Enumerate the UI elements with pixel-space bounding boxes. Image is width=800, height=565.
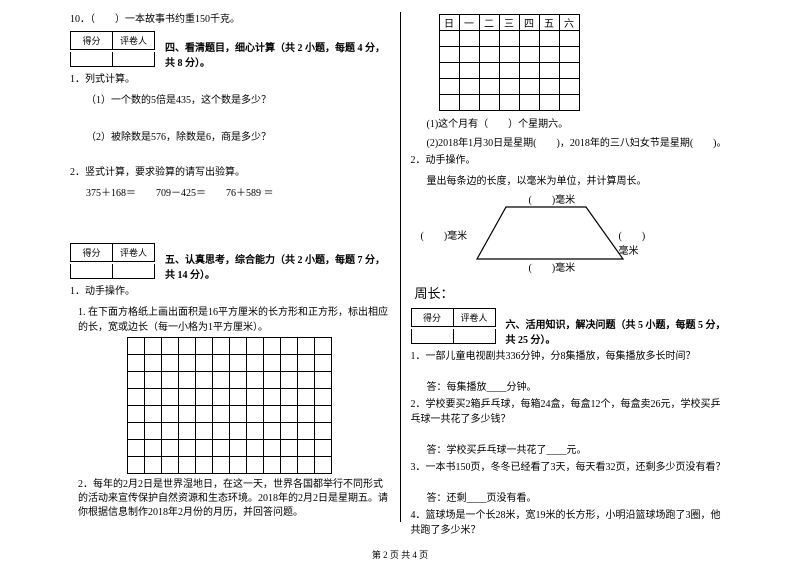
expr2: 709－425＝ <box>156 184 206 199</box>
sec4-q1b: （2）被除数是576，除数是6，商是多少？ <box>86 128 390 143</box>
score-box: 得分 评卷人 <box>411 308 496 327</box>
right-column: 日一二三四五六 (1)这个月有（ ）个星期六。 (2)2018年1月30日是星期… <box>401 12 741 522</box>
sec6-q1: 1．一部儿童电视剧共336分钟，分8集播放，每集播放多长时间？ <box>411 349 731 364</box>
sec6-q2: 2．学校要买2箱乒乓球，每箱24盒，每盒12个，每盒卖26元，学校买乒乓球一共花… <box>411 397 731 427</box>
calendar-qb: (2)2018年1月30日是星期( )，2018年的三八妇女节是星期( )。 <box>427 134 731 149</box>
sec4-q1a: （1）一个数的5倍是435，这个数是多少？ <box>86 91 390 106</box>
sec4-exprs: 375＋168＝ 709－425＝ 76＋589 ＝ <box>86 184 390 199</box>
trap-bottom-label: ( )毫米 <box>529 259 576 274</box>
left-column: 10．（ ）一本故事书约重150千克。 得分 评卷人 四、看清题目，细心计算（共… <box>60 12 401 522</box>
grader-label: 评卷人 <box>454 309 495 326</box>
grid-paper <box>127 337 332 474</box>
sec6-q3: 3．一本书150页，冬冬已经看了3天，每天看32页，还剩多少页没有看？ <box>411 460 731 475</box>
score-label: 得分 <box>71 32 113 49</box>
q10: 10．（ ）一本故事书约重150千克。 <box>70 12 390 27</box>
sec4-q2: 2．竖式计算，要求验算的请写出验算。 <box>70 165 390 180</box>
page-footer: 第 2 页 共 4 页 <box>0 548 800 561</box>
sec5-q1-desc: 1. 在下面方格纸上画出面积是16平方厘米的长方形和正方形，标出相应的长，宽或边… <box>78 303 390 333</box>
trap-right-label: ( )毫米 <box>619 227 651 257</box>
score-box: 得分 评卷人 <box>70 31 155 50</box>
calendar-grid: 日一二三四五六 <box>439 14 580 111</box>
sec4-q1: 1．列式计算。 <box>70 72 390 87</box>
sec5-q2-desc: 2．每年的2月2日是世界湿地日，在这一天，世界各国都举行不同形式的活动来宣传保护… <box>78 478 390 520</box>
section5-header: 得分 评卷人 五、认真思考，综合能力（共 2 小题，每题 7 分，共 14 分）… <box>70 243 390 281</box>
perimeter-label: 周长： <box>415 283 731 302</box>
section4-title: 四、看清题目，细心计算（共 2 小题，每题 4 分，共 8 分）。 <box>165 39 390 69</box>
trap-q: 2．动手操作。 <box>411 153 731 168</box>
score-label: 得分 <box>71 244 113 261</box>
sec6-a1: 答：每集播放____分钟。 <box>427 378 731 393</box>
trap-desc: 量出每条边的长度，以毫米为单位，并计算周长。 <box>427 172 731 187</box>
grader-label: 评卷人 <box>113 244 154 261</box>
sec6-q4: 4．篮球场是一个长28米，宽19米的长方形，小明沿篮球场跑了3圈，他共跑了多少米… <box>411 508 731 538</box>
trap-top-label: ( )毫米 <box>529 191 576 206</box>
score-box: 得分 评卷人 <box>70 243 155 262</box>
expr1: 375＋168＝ <box>86 184 136 199</box>
section4-header: 得分 评卷人 四、看清题目，细心计算（共 2 小题，每题 4 分，共 8 分）。 <box>70 31 390 69</box>
sec6-a3: 答：还剩____页没有看。 <box>427 489 731 504</box>
trapezoid-figure: ( )毫米 ( )毫米 ( )毫米 ( )毫米 <box>451 195 651 275</box>
score-label: 得分 <box>412 309 454 326</box>
calendar-qa: (1)这个月有（ ）个星期六。 <box>427 115 731 130</box>
trap-left-label: ( )毫米 <box>421 227 468 242</box>
section5-title: 五、认真思考，综合能力（共 2 小题，每题 7 分，共 14 分）。 <box>165 251 390 281</box>
sec6-a2: 答：学校买乒乓球一共花了____元。 <box>427 441 731 456</box>
grader-label: 评卷人 <box>113 32 154 49</box>
sec5-q1: 1．动手操作。 <box>70 284 390 299</box>
expr3: 76＋589 ＝ <box>226 184 274 199</box>
section6-header: 得分 评卷人 六、活用知识，解决问题（共 5 小题，每题 5 分，共 25 分）… <box>411 308 731 346</box>
section6-title: 六、活用知识，解决问题（共 5 小题，每题 5 分，共 25 分）。 <box>506 316 731 346</box>
